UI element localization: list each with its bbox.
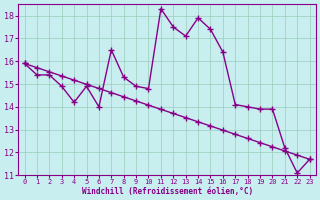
X-axis label: Windchill (Refroidissement éolien,°C): Windchill (Refroidissement éolien,°C): [82, 187, 253, 196]
